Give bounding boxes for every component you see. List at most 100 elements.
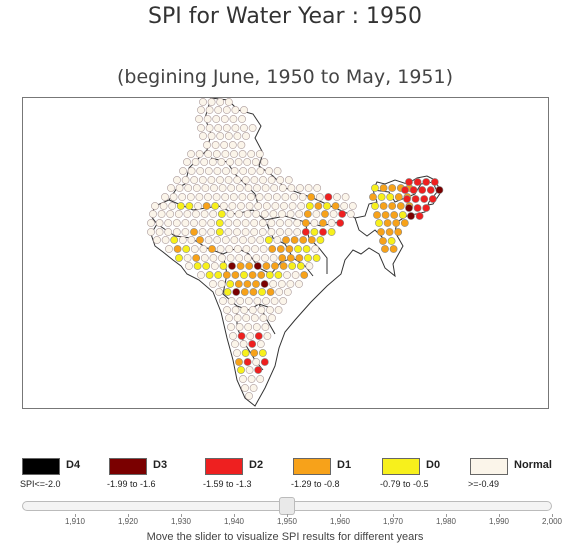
spi-point-d1 bbox=[285, 245, 294, 253]
spi-point-normal bbox=[209, 280, 217, 288]
legend-item-d4: D4 SPI<=-2.0 bbox=[20, 458, 112, 494]
slider-tick-label: 1,940 bbox=[223, 517, 245, 526]
spi-point-normal bbox=[243, 210, 252, 218]
legend-range: -1.29 to -0.8 bbox=[291, 479, 340, 489]
spi-point-d0 bbox=[193, 262, 202, 270]
spi-point-d1 bbox=[385, 228, 394, 236]
page-title: SPI for Water Year : 1950 bbox=[148, 4, 422, 29]
spi-point-normal bbox=[186, 193, 195, 201]
slider-tick-label: 1,910 bbox=[64, 517, 86, 526]
spi-point-d1 bbox=[389, 245, 398, 253]
spi-point-normal bbox=[233, 176, 242, 184]
page-subtitle: (begining June, 1950 to May, 1951) bbox=[116, 66, 454, 88]
spi-point-normal bbox=[220, 115, 229, 123]
spi-point-normal bbox=[276, 176, 285, 184]
spi-point-normal bbox=[233, 219, 241, 227]
slider-caption: Move the slider to visualize SPI results… bbox=[146, 531, 424, 543]
spi-point-normal bbox=[245, 202, 254, 210]
spi-point-d1 bbox=[266, 288, 275, 296]
spi-point-normal bbox=[155, 228, 164, 236]
spi-point-normal bbox=[229, 115, 238, 123]
spi-point-normal bbox=[225, 245, 234, 253]
spi-point-normal bbox=[224, 219, 233, 227]
spi-point-d0 bbox=[302, 245, 311, 253]
spi-point-d1 bbox=[381, 245, 389, 253]
spi-point-normal bbox=[259, 314, 268, 322]
spi-point-d3 bbox=[435, 186, 444, 194]
legend-range: -1.99 to -1.6 bbox=[107, 479, 156, 489]
spi-point-normal bbox=[172, 228, 181, 236]
spi-point-d1 bbox=[276, 245, 285, 253]
spi-point-d0 bbox=[264, 236, 273, 244]
spi-point-normal bbox=[217, 158, 226, 166]
spi-point-d1 bbox=[379, 184, 388, 192]
spi-point-normal bbox=[199, 132, 207, 140]
spi-point-normal bbox=[213, 167, 222, 175]
spi-point-normal bbox=[147, 228, 155, 236]
spi-point-d2 bbox=[319, 228, 327, 236]
spi-point-d2 bbox=[430, 178, 439, 186]
spi-point-normal bbox=[231, 306, 240, 314]
spi-point-normal bbox=[233, 228, 241, 236]
spi-point-normal bbox=[164, 219, 173, 227]
spi-point-normal bbox=[207, 132, 216, 140]
spi-point-d3 bbox=[232, 288, 241, 296]
spi-point-d0 bbox=[258, 349, 267, 357]
spi-point-normal bbox=[315, 193, 324, 201]
spi-point-normal bbox=[247, 167, 256, 175]
spi-point-d0 bbox=[226, 280, 235, 288]
spi-point-normal bbox=[305, 262, 314, 270]
spi-point-normal bbox=[264, 193, 273, 201]
spi-point-normal bbox=[241, 219, 250, 227]
spi-point-normal bbox=[276, 219, 284, 227]
spi-point-d1 bbox=[268, 245, 277, 253]
slider-tick-label: 1,930 bbox=[170, 517, 192, 526]
spi-point-normal bbox=[183, 210, 192, 218]
year-slider-thumb[interactable] bbox=[279, 497, 295, 515]
legend-swatch bbox=[293, 458, 331, 475]
spi-point-d2 bbox=[336, 219, 345, 227]
spi-point-normal bbox=[157, 210, 166, 218]
spi-point-normal bbox=[192, 184, 201, 192]
slider-tick-mark bbox=[181, 514, 182, 517]
spi-point-normal bbox=[267, 228, 276, 236]
spi-point-normal bbox=[223, 306, 231, 314]
slider-tick-label: 1,980 bbox=[435, 517, 457, 526]
spi-point-d1 bbox=[249, 288, 258, 296]
legend-item-normal: Normal >=-0.49 bbox=[468, 458, 560, 494]
legend-item-d1: D1 -1.29 to -0.8 bbox=[291, 458, 383, 494]
spi-grid-points bbox=[147, 98, 444, 400]
spi-point-normal bbox=[247, 236, 256, 244]
slider-tick-mark bbox=[393, 514, 394, 517]
spi-point-d0 bbox=[185, 202, 194, 210]
spi-point-d2 bbox=[401, 186, 409, 194]
spi-point-normal bbox=[218, 254, 226, 262]
slider-tick-mark bbox=[340, 514, 341, 517]
spi-point-d0 bbox=[371, 202, 379, 210]
spi-point-normal bbox=[329, 210, 338, 218]
spi-point-normal bbox=[173, 176, 181, 184]
legend-swatch bbox=[470, 458, 508, 475]
spi-point-normal bbox=[242, 132, 250, 140]
spi-point-normal bbox=[274, 306, 283, 314]
spi-point-normal bbox=[235, 323, 244, 331]
spi-point-d1 bbox=[394, 228, 403, 236]
spi-point-normal bbox=[231, 340, 239, 348]
spi-point-normal bbox=[238, 115, 246, 123]
spi-point-normal bbox=[214, 106, 223, 114]
spi-point-d1 bbox=[235, 358, 243, 366]
spi-point-d3 bbox=[228, 262, 236, 270]
spi-point-normal bbox=[195, 115, 203, 123]
spi-point-d2 bbox=[248, 340, 257, 348]
spi-point-normal bbox=[203, 141, 211, 149]
spi-map[interactable] bbox=[22, 97, 549, 409]
spi-point-normal bbox=[181, 228, 190, 236]
spi-point-normal bbox=[251, 158, 260, 166]
spi-point-normal bbox=[240, 124, 248, 132]
spi-point-normal bbox=[172, 219, 181, 227]
spi-point-d3 bbox=[253, 262, 262, 270]
spi-point-normal bbox=[261, 323, 270, 331]
spi-point-normal bbox=[247, 150, 256, 158]
spi-point-normal bbox=[222, 124, 231, 132]
spi-point-normal bbox=[233, 314, 242, 322]
